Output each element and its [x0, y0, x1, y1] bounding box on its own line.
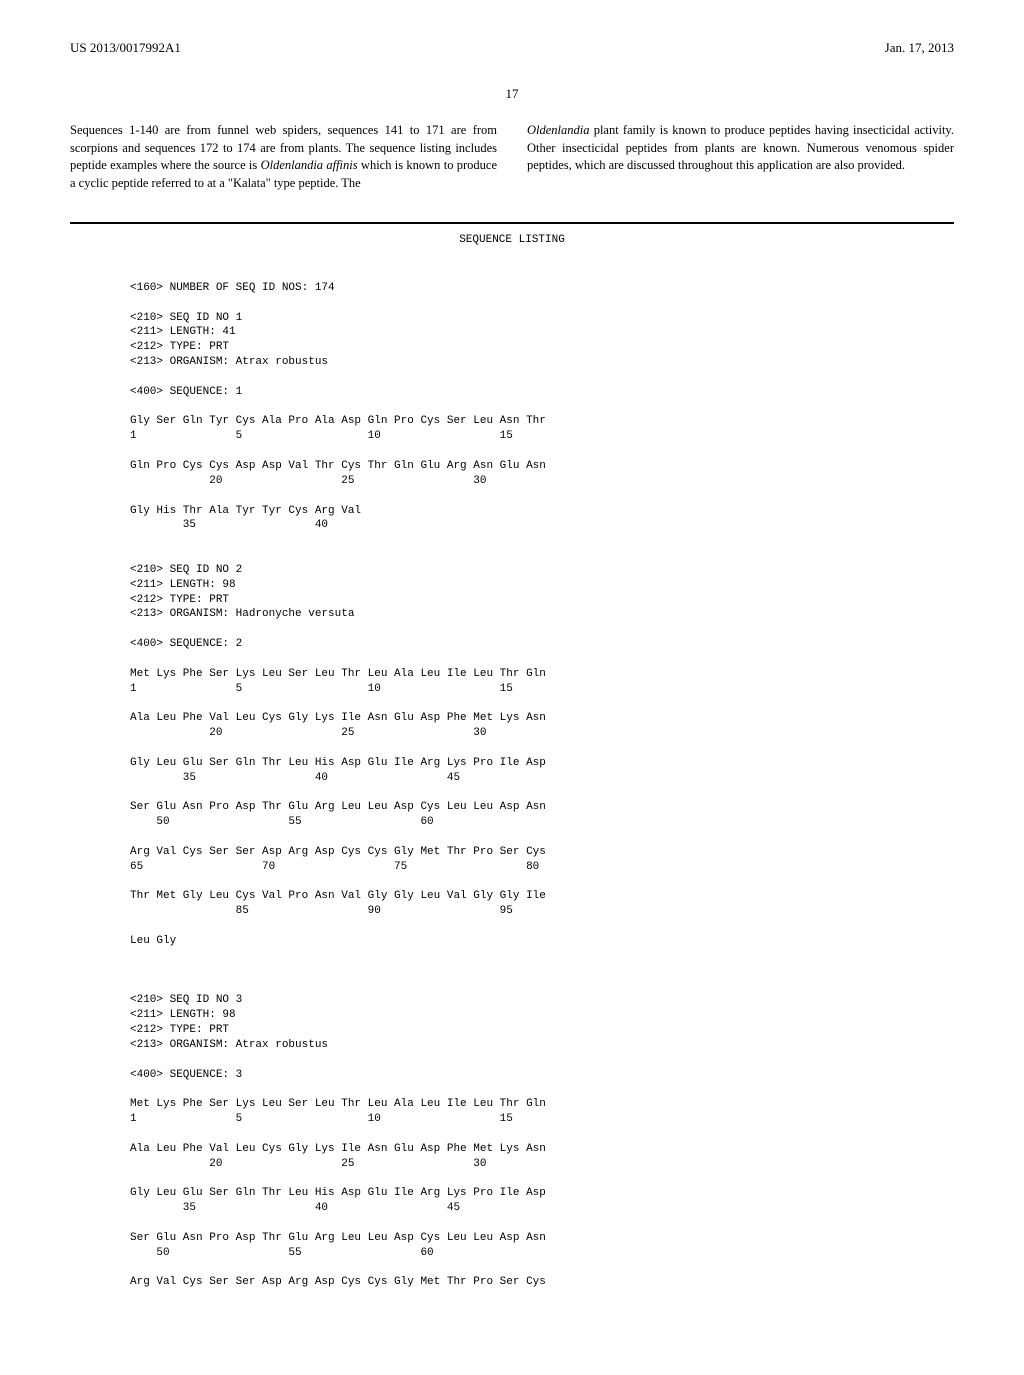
page-header: US 2013/0017992A1 Jan. 17, 2013 — [70, 40, 954, 56]
page-number: 17 — [70, 86, 954, 102]
intro-left-column: Sequences 1-140 are from funnel web spid… — [70, 122, 497, 192]
doc-number: US 2013/0017992A1 — [70, 40, 181, 56]
intro-right-italic: Oldenlandia — [527, 123, 590, 137]
sequence-listing-title: SEQUENCE LISTING — [70, 234, 954, 246]
intro-right-text: plant family is known to produce peptide… — [527, 123, 954, 172]
intro-right-column: Oldenlandia plant family is known to pro… — [527, 122, 954, 192]
doc-date: Jan. 17, 2013 — [885, 40, 954, 56]
intro-left-italic: Oldenlandia affinis — [261, 158, 358, 172]
intro-paragraph: Sequences 1-140 are from funnel web spid… — [70, 122, 954, 192]
divider — [70, 222, 954, 224]
sequence-listing-body: <160> NUMBER OF SEQ ID NOS: 174 <210> SE… — [130, 266, 954, 1335]
